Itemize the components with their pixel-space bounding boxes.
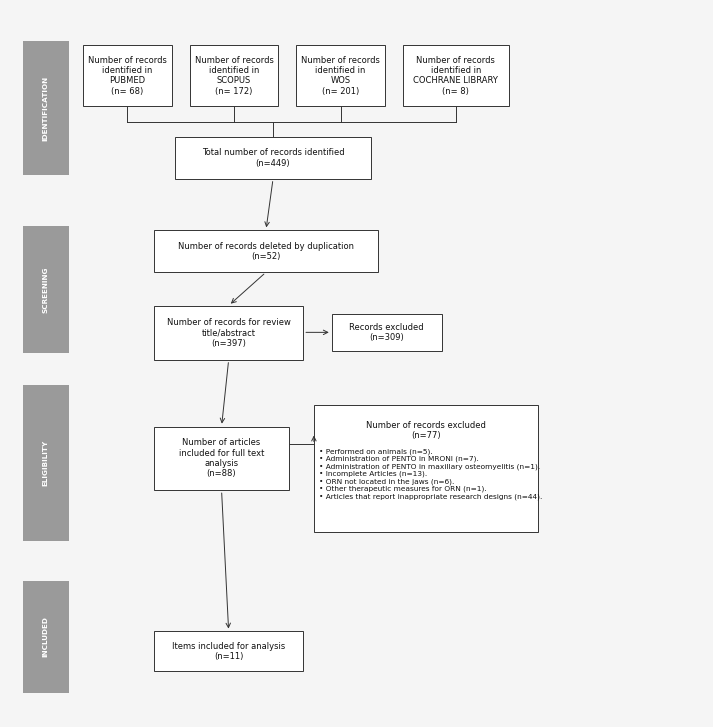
FancyBboxPatch shape <box>154 632 303 671</box>
Text: Total number of records identified
(n=449): Total number of records identified (n=44… <box>202 148 344 167</box>
Text: IDENTIFICATION: IDENTIFICATION <box>43 76 48 141</box>
FancyBboxPatch shape <box>154 427 289 490</box>
Text: Number of articles
included for full text
analysis
(n=88): Number of articles included for full tex… <box>179 438 265 478</box>
Text: INCLUDED: INCLUDED <box>43 616 48 657</box>
Text: Items included for analysis
(n=11): Items included for analysis (n=11) <box>172 642 285 661</box>
FancyBboxPatch shape <box>314 405 538 531</box>
Text: Number of records
identified in
SCOPUS
(n= 172): Number of records identified in SCOPUS (… <box>195 55 273 96</box>
FancyBboxPatch shape <box>190 45 278 106</box>
FancyBboxPatch shape <box>23 41 69 175</box>
FancyBboxPatch shape <box>332 313 442 351</box>
Text: SCREENING: SCREENING <box>43 266 48 313</box>
Text: Number of records for review
title/abstract
(n=397): Number of records for review title/abstr… <box>167 318 291 348</box>
Text: ELIGIBILITY: ELIGIBILITY <box>43 440 48 486</box>
FancyBboxPatch shape <box>23 226 69 353</box>
FancyBboxPatch shape <box>154 230 378 272</box>
FancyBboxPatch shape <box>296 45 385 106</box>
Text: Number of records excluded
(n=77): Number of records excluded (n=77) <box>366 421 486 440</box>
Text: Number of records
identified in
PUBMED
(n= 68): Number of records identified in PUBMED (… <box>88 55 167 96</box>
FancyBboxPatch shape <box>154 305 303 360</box>
Text: • Performed on animals (n=5).
• Administration of PENTO in MRONI (n=7).
• Admini: • Performed on animals (n=5). • Administ… <box>319 449 542 499</box>
FancyBboxPatch shape <box>23 581 69 693</box>
FancyBboxPatch shape <box>403 45 509 106</box>
FancyBboxPatch shape <box>83 45 172 106</box>
FancyBboxPatch shape <box>175 137 371 179</box>
Text: Number of records
identified in
WOS
(n= 201): Number of records identified in WOS (n= … <box>301 55 380 96</box>
Text: Number of records
identified in
COCHRANE LIBRARY
(n= 8): Number of records identified in COCHRANE… <box>414 55 498 96</box>
Text: Records excluded
(n=309): Records excluded (n=309) <box>349 323 424 342</box>
FancyBboxPatch shape <box>23 385 69 541</box>
Text: Number of records deleted by duplication
(n=52): Number of records deleted by duplication… <box>178 241 354 261</box>
